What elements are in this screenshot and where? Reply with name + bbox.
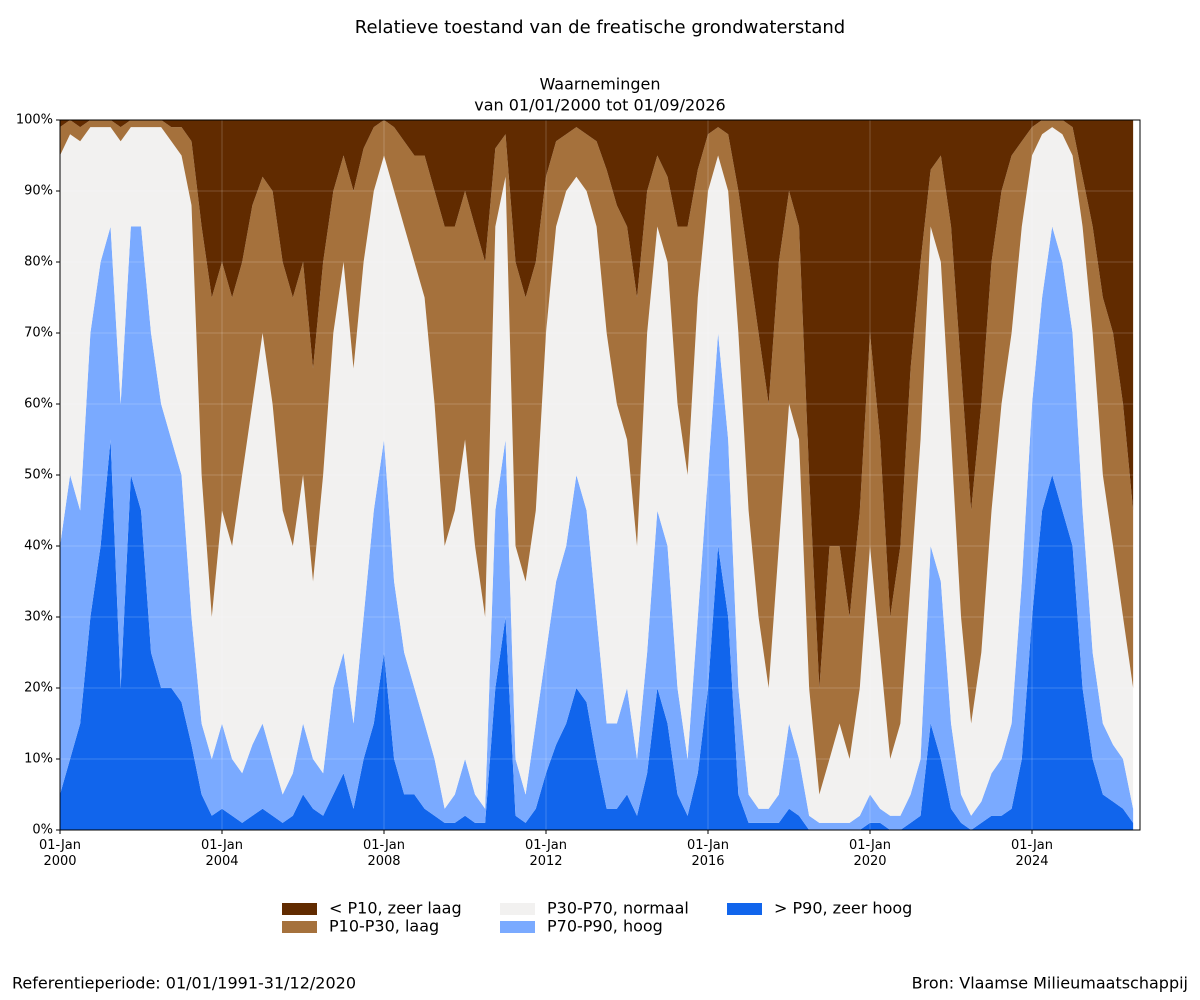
y-tick-label: 50% <box>24 468 53 483</box>
x-tick-label: 01-Jan 2008 <box>363 838 405 869</box>
y-tick-label: 70% <box>24 326 53 341</box>
y-tick-label: 80% <box>24 255 53 270</box>
legend-swatch <box>500 921 535 933</box>
chart-subtitle: van 01/01/2000 tot 01/09/2026 <box>474 96 725 115</box>
legend-label: P70-P90, hoog <box>547 917 663 936</box>
legend-label: P30-P70, normaal <box>547 899 689 918</box>
legend-swatch <box>282 921 317 933</box>
area <box>60 120 1134 688</box>
chart-title: Relatieve toestand van de freatische gro… <box>355 17 845 38</box>
y-tick-label: 40% <box>24 539 53 554</box>
legend-swatch <box>500 903 535 915</box>
area <box>60 226 1134 830</box>
y-tick-label: 60% <box>24 397 53 412</box>
legend-label: P10-P30, laag <box>329 917 439 936</box>
x-tick-label: 01-Jan 2004 <box>201 838 243 869</box>
area <box>60 120 1134 795</box>
chart-subtitle: Waarnemingen <box>540 75 661 94</box>
area <box>60 439 1134 830</box>
area <box>60 127 1134 823</box>
x-tick-label: 01-Jan 2020 <box>849 838 891 869</box>
x-tick-label: 01-Jan 2012 <box>525 838 567 869</box>
legend-swatch <box>727 903 762 915</box>
x-tick-label: 01-Jan 2024 <box>1011 838 1053 869</box>
legend-swatch <box>282 903 317 915</box>
y-tick-label: 90% <box>24 184 53 199</box>
footer-note: Referentieperiode: 01/01/1991-31/12/2020 <box>12 974 356 993</box>
y-tick-label: 30% <box>24 610 53 625</box>
x-tick-label: 01-Jan 2016 <box>687 838 729 869</box>
y-tick-label: 20% <box>24 681 53 696</box>
y-tick-label: 0% <box>32 823 53 838</box>
x-tick-label: 01-Jan 2000 <box>39 838 81 869</box>
legend-label: < P10, zeer laag <box>329 899 462 918</box>
legend-label: > P90, zeer hoog <box>774 899 912 918</box>
y-tick-label: 10% <box>24 752 53 767</box>
footer-source: Bron: Vlaamse Milieumaatschappij <box>912 974 1188 993</box>
plot-frame <box>59 119 1141 831</box>
y-tick-label: 100% <box>16 113 53 128</box>
